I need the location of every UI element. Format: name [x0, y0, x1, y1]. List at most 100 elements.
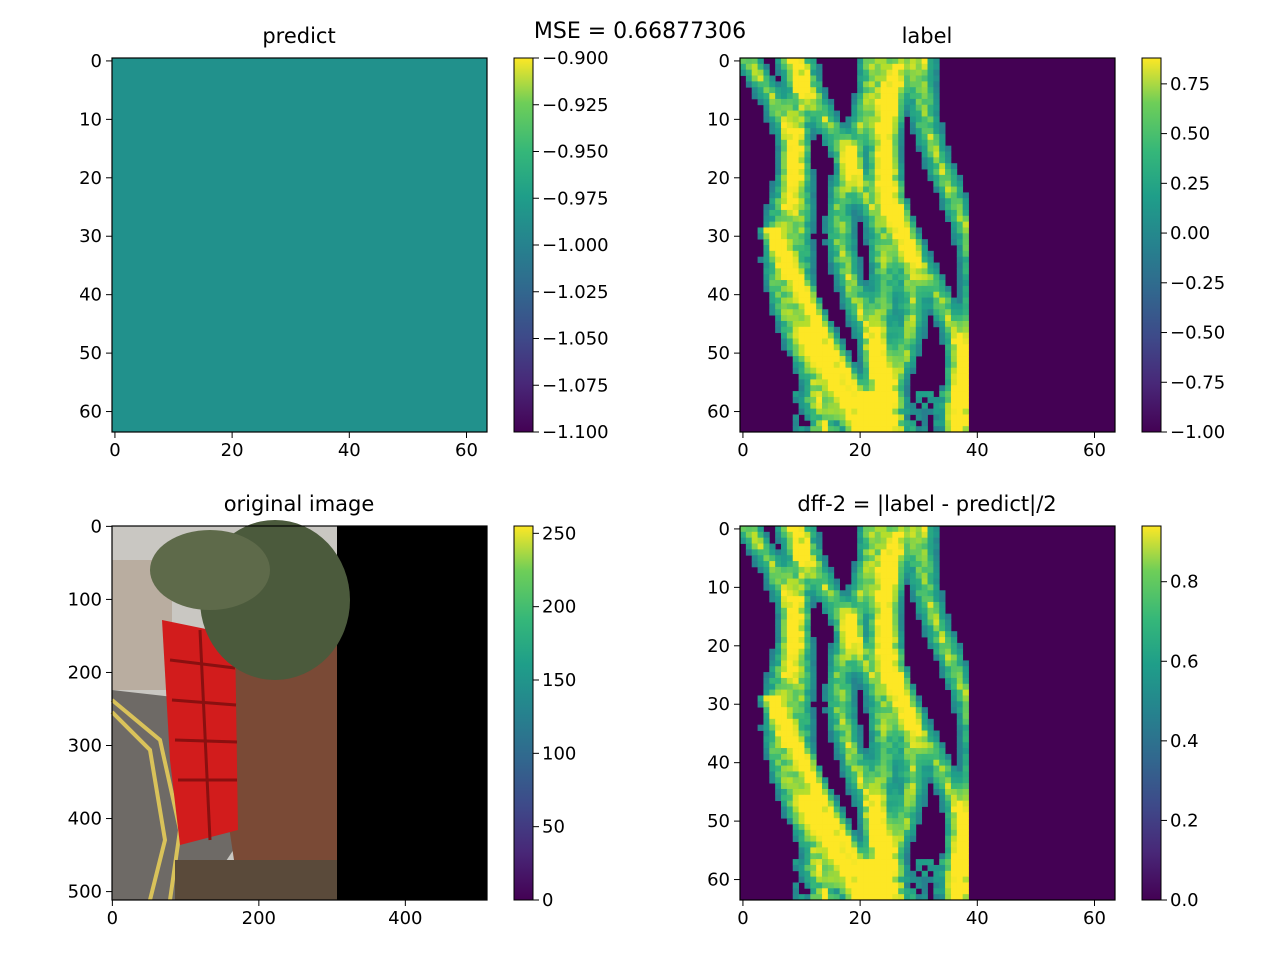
- heatmap-cell: [775, 268, 782, 275]
- heatmap-cell: [927, 69, 934, 76]
- heatmap-cell: [868, 835, 876, 842]
- heatmap-cell: [804, 689, 811, 696]
- heatmap-cell: [874, 315, 882, 322]
- heatmap-cell: [898, 198, 905, 205]
- heatmap-cell: [810, 285, 817, 293]
- heatmap-cell: [851, 198, 858, 205]
- heatmap-cell: [945, 198, 952, 205]
- heatmap-cell: [781, 730, 788, 737]
- heatmap-cell: [763, 713, 770, 720]
- x-tick-label: 40: [966, 908, 989, 929]
- heatmap-cell: [827, 268, 835, 275]
- heatmap-cell: [792, 157, 799, 164]
- heatmap-cell: [827, 174, 835, 182]
- heatmap-cell: [786, 596, 794, 603]
- heatmap-cell: [822, 338, 829, 345]
- heatmap-cell: [868, 660, 876, 667]
- heatmap-cell: [833, 882, 841, 889]
- heatmap-cell: [886, 227, 893, 234]
- heatmap-cell: [751, 561, 758, 568]
- heatmap-cell: [827, 186, 835, 193]
- heatmap-cell: [845, 759, 852, 766]
- heatmap-cell: [763, 543, 770, 550]
- heatmap-cell: [945, 642, 952, 650]
- heatmap-cell: [886, 145, 893, 152]
- heatmap-cell: [874, 239, 882, 246]
- heatmap-cell: [886, 426, 893, 433]
- heatmap-cell: [915, 139, 923, 147]
- heatmap-cell: [863, 233, 870, 240]
- heatmap-cell: [874, 607, 882, 615]
- heatmap-cell: [775, 613, 782, 620]
- heatmap-cell: [857, 151, 864, 158]
- heatmap-cell: [921, 625, 928, 632]
- heatmap-cell: [810, 683, 817, 691]
- heatmap-cell: [886, 280, 893, 287]
- heatmap-cell: [786, 566, 794, 574]
- heatmap-cell: [927, 561, 934, 568]
- heatmap-cell: [874, 713, 882, 720]
- heatmap-cell: [804, 607, 811, 615]
- heatmap-cell: [904, 291, 911, 298]
- heatmap-cell: [781, 689, 788, 696]
- heatmap-cell: [927, 63, 934, 71]
- heatmap-cell: [786, 320, 794, 328]
- heatmap-cell: [933, 736, 940, 743]
- heatmap-cell: [827, 689, 835, 696]
- heatmap-cell: [927, 256, 934, 263]
- heatmap-cell: [810, 408, 817, 415]
- heatmap-cell: [769, 549, 776, 556]
- heatmap-cell: [927, 613, 934, 620]
- heatmap-cell: [833, 128, 841, 135]
- heatmap-cell: [833, 829, 841, 837]
- heatmap-cell: [945, 151, 952, 158]
- heatmap-cell: [868, 408, 876, 415]
- heatmap-cell: [839, 373, 846, 380]
- heatmap-cell: [909, 402, 917, 410]
- heatmap-cell: [886, 239, 893, 246]
- heatmap-cell: [810, 637, 817, 644]
- heatmap-cell: [921, 566, 928, 574]
- heatmap-cell: [845, 648, 852, 655]
- heatmap-cell: [781, 648, 788, 655]
- heatmap-cell: [898, 748, 905, 755]
- heatmap-cell: [904, 268, 911, 275]
- heatmap-cell: [950, 788, 958, 796]
- heatmap-cell: [827, 847, 835, 854]
- heatmap-cell: [950, 396, 958, 404]
- heatmap-cell: [810, 853, 817, 860]
- heatmap-cell: [804, 250, 811, 258]
- heatmap-cell: [921, 58, 928, 65]
- heatmap-cell: [892, 660, 899, 667]
- heatmap-cell: [909, 297, 917, 304]
- heatmap-cell: [950, 654, 958, 661]
- heatmap-cell: [833, 379, 841, 386]
- heatmap-cell: [892, 601, 899, 609]
- heatmap-cell: [904, 396, 911, 404]
- colorbar-tick-label: −0.900: [542, 48, 609, 69]
- heatmap-cell: [874, 69, 882, 76]
- heatmap-cell: [956, 391, 964, 398]
- heatmap-cell: [781, 133, 788, 141]
- heatmap-cell: [833, 730, 841, 737]
- heatmap-cell: [939, 859, 946, 866]
- heatmap-cell: [857, 637, 864, 644]
- heatmap-cell: [880, 75, 887, 82]
- heatmap-cell: [804, 771, 811, 778]
- heatmap-cell: [822, 882, 829, 889]
- heatmap-cell: [775, 654, 782, 661]
- heatmap-cell: [810, 75, 817, 82]
- heatmap-cell: [892, 578, 899, 585]
- heatmap-cell: [781, 549, 788, 556]
- heatmap-cell: [857, 561, 864, 568]
- heatmap-cell: [921, 543, 928, 550]
- heatmap-cell: [892, 736, 899, 743]
- heatmap-cell: [939, 753, 946, 761]
- heatmap-cell: [781, 291, 788, 298]
- heatmap-cell: [945, 215, 952, 223]
- heatmap-cell: [845, 128, 852, 135]
- heatmap-cell: [833, 613, 841, 620]
- heatmap-cell: [927, 549, 934, 556]
- heatmap-cell: [857, 215, 864, 223]
